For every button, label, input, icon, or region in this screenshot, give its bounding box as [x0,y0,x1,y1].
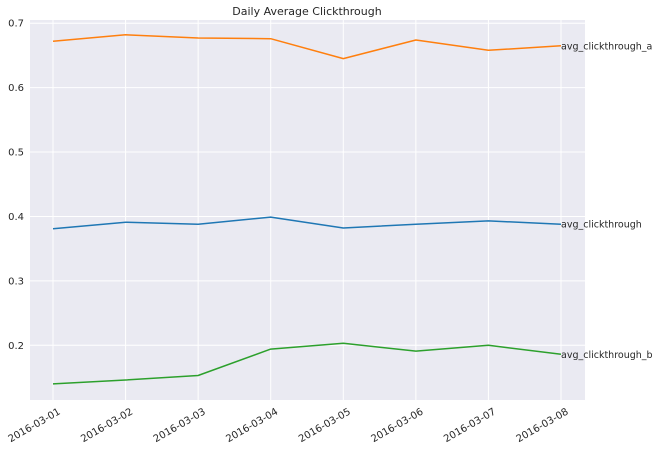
series-end-label: avg_clickthrough [561,220,642,231]
x-tick-label: 2016-03-02 [79,407,135,446]
x-tick-label: 2016-03-08 [515,407,571,446]
plot-background [30,20,585,400]
series-line-avg-clickthrough-a [52,34,562,60]
series-lines [52,34,562,385]
series-end-label: avg_clickthrough_b [561,350,653,361]
y-tick-label: 0.2 [8,341,24,352]
y-tick-label: 0.3 [8,276,24,287]
series-line-avg-clickthrough-b [52,342,562,385]
x-tick-label: 2016-03-04 [224,407,280,446]
y-tick-label: 0.4 [8,212,24,223]
y-tick-label: 0.6 [8,83,24,94]
y-tick-label: 0.7 [8,19,24,30]
series-line-avg-clickthrough [52,216,562,230]
x-tick-label: 2016-03-01 [7,407,63,446]
grid-lines [30,20,585,400]
chart-title: Daily Average Clickthrough [232,5,381,18]
x-tick-label: 2016-03-06 [370,407,426,446]
y-tick-label: 0.5 [8,148,24,159]
x-tick-label: 2016-03-05 [297,407,353,446]
series-end-label: avg_clickthrough_a [561,41,652,52]
x-tick-label: 2016-03-07 [442,407,498,446]
x-tick-label: 2016-03-03 [152,407,208,446]
